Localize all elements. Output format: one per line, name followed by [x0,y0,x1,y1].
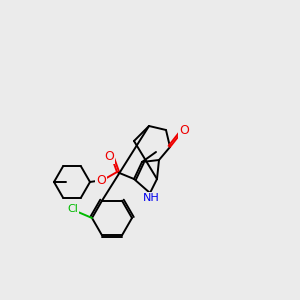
Text: O: O [96,173,106,187]
Text: NH: NH [142,193,159,203]
Text: Cl: Cl [68,204,78,214]
Text: O: O [179,124,189,137]
Text: O: O [104,149,114,163]
